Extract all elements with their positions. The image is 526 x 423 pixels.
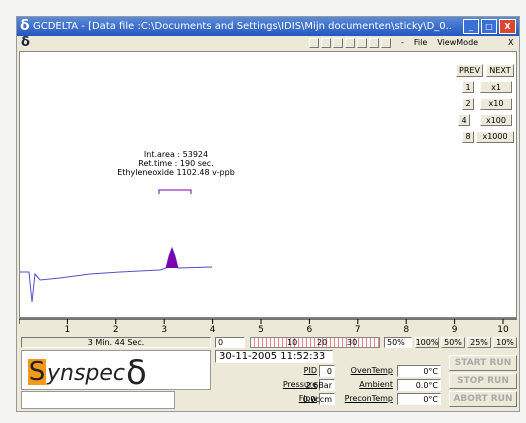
tool-button[interactable] (333, 38, 343, 48)
window-title: GCDELTA - [Data file :C:\Documents and S… (33, 21, 453, 32)
menu-icon: δ (21, 35, 30, 50)
reading-label: PID (255, 367, 317, 375)
toolbar (309, 38, 391, 48)
title-bar: δ GCDELTA - [Data file :C:\Documents and… (17, 17, 519, 36)
elapsed-time: 3 Min. 44 Sec. (21, 337, 211, 348)
zoom-button[interactable]: 10% (493, 337, 517, 348)
reading-label: OvenTemp (335, 367, 393, 375)
bar-label: 30 (347, 339, 357, 347)
axis-label: 4 (210, 325, 216, 335)
menu-close[interactable]: X (508, 39, 513, 47)
scale-key[interactable]: 1 (462, 81, 474, 93)
menu-bar: δ - File ViewMode X (17, 36, 519, 50)
reading-label: Ambient (335, 381, 393, 389)
reading-value: 0°C (397, 393, 441, 405)
axis-label: 5 (258, 325, 264, 335)
reading-value: 0.0°C (397, 379, 441, 391)
page: δ GCDELTA - [Data file :C:\Documents and… (0, 0, 526, 423)
axis-label: 7 (355, 325, 361, 335)
menu-items: - File ViewMode (401, 39, 478, 47)
zoom-button[interactable]: 50% (441, 337, 465, 348)
datetime: 30-11-2005 11:52:33 (215, 350, 333, 363)
minimize-button[interactable]: _ (463, 19, 479, 34)
reading-value: 0 (319, 365, 335, 377)
tool-button[interactable] (321, 38, 331, 48)
reading-value: 2.6Bar (319, 379, 335, 391)
reading-label: PreconTemp (335, 395, 393, 403)
zoom-buttons: 100%50%25%10% (415, 337, 517, 348)
reading-value: 0°C (397, 365, 441, 377)
axis-label: 9 (452, 325, 458, 335)
scale-key[interactable]: 2 (462, 98, 474, 110)
run-button[interactable]: STOP RUN (449, 373, 517, 389)
window: δ GCDELTA - [Data file :C:\Documents and… (16, 16, 520, 412)
scale-button[interactable]: x100 (480, 114, 512, 126)
run-button[interactable]: ABORT RUN (449, 391, 517, 407)
tool-button[interactable] (309, 38, 319, 48)
scale-key[interactable]: 8 (462, 131, 474, 143)
scale-key[interactable]: 4 (458, 114, 470, 126)
prev-button[interactable]: PREV (456, 64, 483, 77)
bar-label: 10 (287, 339, 297, 347)
tool-button[interactable] (345, 38, 355, 48)
axis-label: 1 (65, 325, 71, 335)
scale-button[interactable]: x10 (480, 98, 512, 110)
axis-label: 10 (497, 325, 509, 335)
peak-info-line: Ret.time : 190 sec. (116, 159, 236, 168)
axis-label: 2 (113, 325, 119, 335)
chromatogram (20, 52, 516, 317)
offset-field[interactable]: 0 (215, 337, 245, 348)
peak-info-line: Ethyleneoxide 1102.48 v-ppb (116, 168, 236, 177)
run-button[interactable]: START RUN (449, 355, 517, 371)
menu-item[interactable]: File (414, 39, 427, 47)
close-button[interactable]: X (499, 19, 516, 34)
menu-item[interactable]: ViewMode (437, 39, 478, 47)
status-box (21, 391, 175, 409)
logo-initial: S (28, 359, 46, 385)
axis-label: 3 (161, 325, 167, 335)
tool-button[interactable] (369, 38, 379, 48)
zoom-button[interactable]: 25% (467, 337, 491, 348)
scale-button[interactable]: x1000 (476, 131, 514, 143)
scale-button[interactable]: x1 (480, 81, 512, 93)
peak-bracket (159, 190, 191, 194)
axis-label: 6 (307, 325, 313, 335)
time-axis: 1 2 3 4 5 6 7 8 9 10 (19, 318, 517, 336)
app-icon: δ (20, 18, 30, 34)
logo-text: ynspec (47, 361, 125, 386)
logo-symbol: δ (126, 353, 147, 393)
next-button[interactable]: NEXT (486, 64, 514, 77)
logo: S ynspec δ (21, 350, 211, 390)
bar-label: 20 (317, 339, 327, 347)
zoom-button[interactable]: 100% (415, 337, 439, 348)
tool-button[interactable] (357, 38, 367, 48)
peak-fill (166, 248, 178, 268)
reading-value: 0.0ccm (319, 393, 335, 405)
signal-line (20, 248, 212, 302)
zoom-field[interactable]: 50% (384, 337, 412, 348)
axis-label: 8 (403, 325, 409, 335)
menu-item[interactable]: - (401, 39, 404, 47)
tool-button[interactable] (381, 38, 391, 48)
level-bar: 10 20 30 (250, 337, 380, 348)
maximize-button[interactable]: □ (481, 19, 497, 34)
peak-info-line: Int.area : 53924 (116, 150, 236, 159)
